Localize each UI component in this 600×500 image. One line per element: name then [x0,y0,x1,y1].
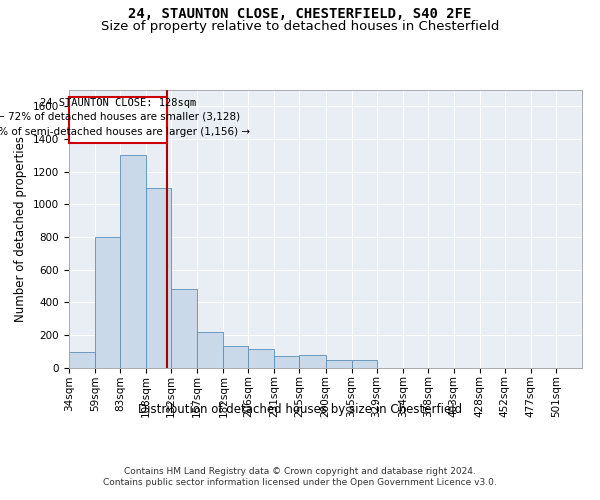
Bar [120,156,146,368]
Text: 24, STAUNTON CLOSE, CHESTERFIELD, S40 2FE: 24, STAUNTON CLOSE, CHESTERFIELD, S40 2F… [128,8,472,22]
Text: 27% of semi-detached houses are larger (1,156) →: 27% of semi-detached houses are larger (… [0,128,251,138]
Bar [69,352,95,368]
Bar [171,289,197,368]
Text: Distribution of detached houses by size in Chesterfield: Distribution of detached houses by size … [138,402,462,415]
Bar [95,237,120,368]
Bar [352,360,377,368]
Text: ← 72% of detached houses are smaller (3,128): ← 72% of detached houses are smaller (3,… [0,112,240,122]
Text: Size of property relative to detached houses in Chesterfield: Size of property relative to detached ho… [101,20,499,33]
Bar [69,96,167,143]
Bar [299,356,325,368]
Text: 24 STAUNTON CLOSE: 128sqm: 24 STAUNTON CLOSE: 128sqm [40,98,196,108]
Bar [146,188,171,368]
Y-axis label: Number of detached properties: Number of detached properties [14,136,28,322]
Bar [197,332,223,368]
Bar [274,356,299,368]
Bar [248,348,274,368]
Bar [325,360,352,368]
Bar [223,346,248,368]
Text: Contains HM Land Registry data © Crown copyright and database right 2024.
Contai: Contains HM Land Registry data © Crown c… [103,468,497,487]
